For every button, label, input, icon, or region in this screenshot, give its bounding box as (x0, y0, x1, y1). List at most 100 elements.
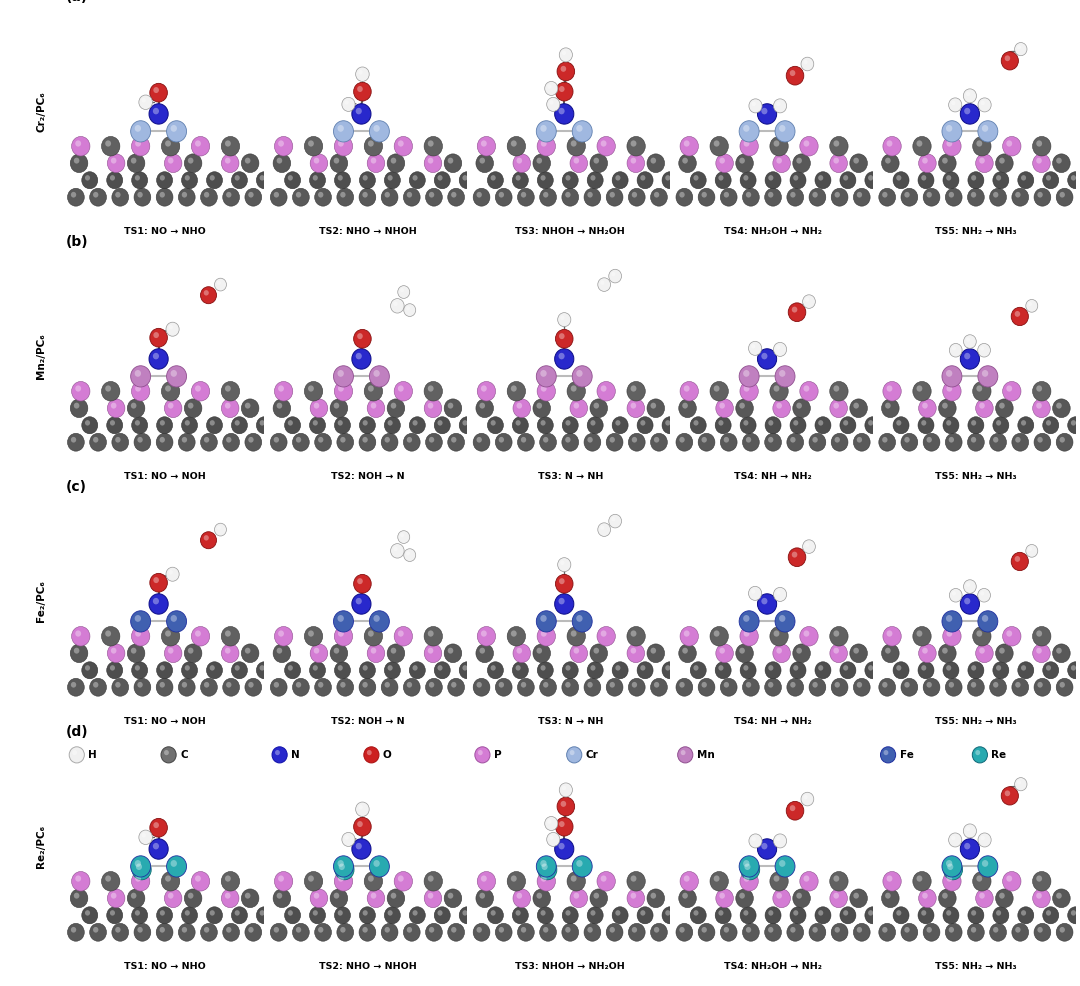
Circle shape (387, 154, 405, 173)
Circle shape (765, 678, 782, 696)
Circle shape (1032, 399, 1050, 418)
Circle shape (993, 907, 1009, 924)
Circle shape (276, 892, 282, 898)
Circle shape (943, 172, 959, 188)
Circle shape (1056, 433, 1072, 452)
Circle shape (792, 307, 797, 313)
Circle shape (310, 662, 325, 678)
Circle shape (559, 783, 572, 797)
Circle shape (368, 140, 374, 147)
Circle shape (981, 836, 985, 840)
Circle shape (572, 366, 592, 387)
Circle shape (815, 172, 831, 188)
Circle shape (185, 399, 202, 418)
Circle shape (565, 437, 570, 443)
Circle shape (793, 154, 810, 173)
Circle shape (812, 927, 818, 933)
Circle shape (538, 417, 553, 434)
Circle shape (740, 417, 756, 434)
Circle shape (775, 366, 795, 387)
Circle shape (786, 66, 804, 85)
Circle shape (369, 610, 390, 632)
Circle shape (340, 437, 346, 443)
Circle shape (740, 872, 758, 891)
Circle shape (627, 154, 645, 173)
Circle shape (462, 910, 468, 916)
Text: Fe₂/PC₆: Fe₂/PC₆ (36, 581, 46, 622)
Circle shape (305, 872, 323, 891)
Circle shape (537, 158, 542, 164)
Circle shape (107, 399, 125, 418)
Circle shape (977, 589, 990, 602)
Circle shape (544, 82, 558, 96)
Circle shape (161, 136, 179, 156)
Circle shape (558, 843, 565, 849)
Circle shape (565, 927, 570, 933)
Circle shape (270, 678, 287, 696)
Circle shape (1043, 662, 1058, 678)
Circle shape (927, 927, 932, 933)
Circle shape (71, 136, 90, 156)
Circle shape (150, 84, 167, 102)
Circle shape (217, 526, 220, 529)
Circle shape (475, 746, 490, 763)
Circle shape (637, 907, 653, 924)
Circle shape (787, 678, 804, 696)
Circle shape (1059, 927, 1065, 933)
Circle shape (789, 70, 795, 76)
Circle shape (181, 192, 187, 197)
Circle shape (835, 437, 840, 443)
Circle shape (557, 558, 571, 572)
Circle shape (1068, 907, 1080, 924)
Circle shape (273, 927, 279, 933)
Circle shape (359, 678, 376, 696)
Circle shape (971, 176, 976, 180)
Circle shape (512, 172, 528, 188)
Circle shape (963, 89, 976, 103)
Circle shape (710, 626, 728, 646)
Circle shape (259, 176, 265, 180)
Circle shape (310, 907, 325, 924)
Circle shape (982, 615, 988, 622)
Circle shape (752, 344, 755, 349)
Circle shape (71, 872, 90, 891)
Circle shape (477, 136, 496, 156)
Circle shape (590, 644, 608, 663)
Circle shape (804, 876, 809, 881)
Circle shape (388, 176, 393, 180)
Circle shape (308, 630, 314, 637)
Circle shape (597, 382, 616, 401)
Circle shape (996, 154, 1013, 173)
Circle shape (868, 420, 873, 426)
Circle shape (598, 278, 610, 292)
Circle shape (543, 682, 549, 687)
Circle shape (971, 437, 976, 443)
Circle shape (137, 437, 143, 443)
Circle shape (946, 876, 953, 881)
Circle shape (757, 349, 777, 369)
Circle shape (834, 630, 839, 637)
Circle shape (409, 172, 426, 188)
Circle shape (921, 666, 927, 670)
Circle shape (368, 630, 374, 637)
Circle shape (521, 682, 526, 687)
Circle shape (367, 644, 384, 663)
Circle shape (773, 386, 780, 391)
Circle shape (714, 140, 719, 147)
Circle shape (93, 437, 98, 443)
Circle shape (740, 648, 745, 654)
Circle shape (429, 682, 434, 687)
Circle shape (743, 188, 759, 206)
Circle shape (70, 399, 87, 418)
Circle shape (746, 682, 752, 687)
Circle shape (806, 542, 809, 547)
Circle shape (735, 889, 754, 908)
Text: TS2: NOH → N: TS2: NOH → N (330, 472, 404, 481)
Circle shape (948, 437, 954, 443)
Circle shape (160, 192, 165, 197)
Circle shape (448, 402, 454, 408)
Circle shape (765, 662, 781, 678)
Circle shape (773, 588, 786, 601)
Circle shape (1056, 892, 1062, 898)
Text: TS5: NH₂ → NH₃: TS5: NH₂ → NH₃ (935, 227, 1016, 236)
